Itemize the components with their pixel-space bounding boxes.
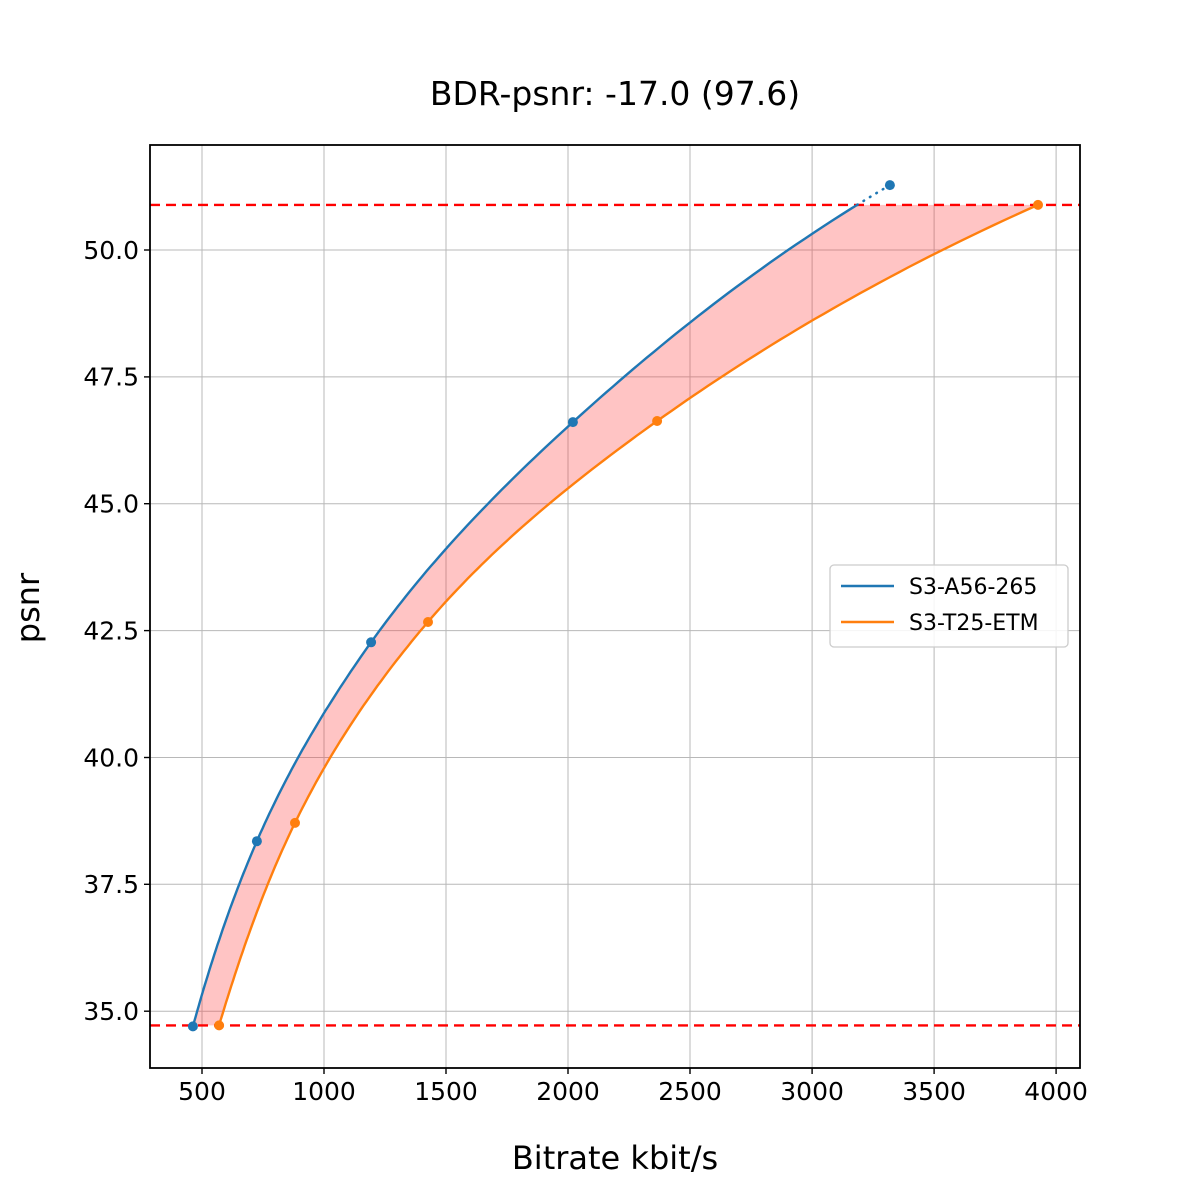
x-tick-label: 500 [178, 1077, 226, 1106]
series-0-marker [884, 180, 895, 191]
y-tick-label: 35.0 [83, 997, 139, 1026]
y-tick-label: 45.0 [83, 489, 139, 518]
y-tick-labels: 35.0 37.5 40.0 42.5 45.0 47.5 50.0 [83, 236, 139, 1026]
legend-label-series-1: S3-T25-ETM [909, 611, 1039, 636]
series-1-marker [652, 416, 663, 426]
series-1-marker [1033, 199, 1043, 210]
y-tick-label: 42.5 [83, 616, 139, 645]
y-tick-label: 37.5 [83, 870, 139, 899]
x-tick-label: 3500 [902, 1077, 966, 1106]
y-axis-label: psnr [9, 572, 47, 643]
x-tick-label: 2000 [536, 1077, 600, 1106]
rd-curves [191, 183, 1040, 1028]
grid-lines [150, 145, 1080, 1068]
series-1-marker [290, 817, 300, 828]
x-tick-label: 2500 [658, 1077, 722, 1106]
x-tick-label: 1000 [292, 1077, 356, 1106]
x-axis-label: Bitrate kbit/s [512, 1139, 718, 1177]
series-0-curve [191, 203, 859, 1028]
y-tick-label: 47.5 [83, 363, 139, 392]
series-0-marker [366, 637, 377, 648]
series-1-marker [214, 1020, 225, 1031]
series-0-dotted-extension [855, 183, 892, 207]
x-tick-label: 3000 [780, 1077, 844, 1106]
y-tick-label: 40.0 [83, 743, 139, 772]
axis-ticks [144, 249, 1057, 1074]
series-1-marker [423, 617, 433, 627]
plot-border [149, 144, 1081, 1069]
series-1-curve [217, 203, 1040, 1027]
x-tick-label: 4000 [1024, 1077, 1088, 1106]
legend-label-series-0: S3-A56-265 [909, 575, 1037, 600]
y-tick-label: 50.0 [83, 236, 139, 265]
x-tick-labels: 500 1000 1500 2000 2500 3000 3500 4000 [178, 1077, 1088, 1106]
series-0-marker [251, 836, 262, 847]
overlap-bound-lines [150, 203, 1080, 1027]
data-point-markers [187, 180, 1043, 1032]
x-tick-label: 1500 [414, 1077, 478, 1106]
series-0-marker [187, 1021, 198, 1032]
series-0-marker [567, 417, 578, 428]
chart-title: BDR-psnr: -17.0 (97.6) [430, 74, 800, 113]
legend: S3-A56-265 S3-T25-ETM [829, 564, 1069, 648]
